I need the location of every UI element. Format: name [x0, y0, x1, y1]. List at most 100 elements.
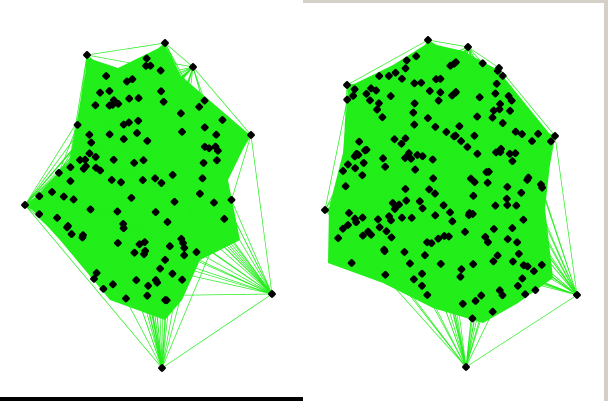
right-graph-node	[497, 145, 505, 153]
right-graph-node	[417, 78, 426, 87]
left-graph-edge	[82, 235, 95, 279]
left-graph-edge	[138, 66, 194, 99]
left-graph-node	[210, 198, 218, 207]
left-graph-edge	[85, 134, 252, 161]
right-graph-edge	[415, 56, 439, 101]
right-graph-node	[490, 225, 498, 233]
left-graph-node	[220, 215, 229, 223]
left-graph-node	[214, 146, 222, 155]
right-graph-edge	[523, 135, 556, 266]
left-graph-edge	[83, 168, 127, 299]
right-graph-node	[382, 227, 391, 236]
right-graph-node	[484, 238, 492, 247]
right-graph-node	[469, 260, 478, 268]
right-graph-node	[464, 43, 472, 51]
right-graph-edge	[420, 82, 578, 296]
left-graph-node	[91, 153, 100, 161]
left-graph-edge	[95, 104, 218, 161]
right-graph-node	[339, 167, 347, 175]
right-graph-node	[385, 72, 393, 80]
right-graph-node	[436, 260, 445, 268]
right-graph-node	[341, 182, 350, 191]
left-graph-node	[143, 291, 152, 300]
right-graph-node	[347, 259, 356, 267]
left-graph-edge	[164, 100, 205, 260]
left-graph-node	[151, 174, 159, 183]
right-graph-node	[388, 199, 397, 207]
right-graph-node	[457, 137, 465, 145]
left-graph-edge	[120, 181, 175, 203]
right-graph-edge	[342, 138, 406, 229]
left-graph-edge	[89, 101, 164, 154]
left-graph-node	[85, 149, 94, 158]
right-graph-node	[425, 87, 434, 95]
right-graph-node	[380, 245, 388, 254]
left-graph-edge	[71, 156, 96, 235]
right-graph-edge	[405, 138, 470, 216]
left-graph-edge	[231, 134, 252, 200]
left-graph-edge	[57, 217, 182, 240]
left-graph-node	[159, 97, 168, 106]
left-graph-edge	[143, 66, 194, 255]
left-graph-node	[156, 66, 165, 75]
left-graph-edge	[90, 177, 203, 210]
left-graph-edge	[86, 54, 147, 67]
right-graph-node	[424, 114, 432, 123]
left-graph-node	[134, 116, 143, 125]
left-graph-node	[138, 176, 147, 184]
right-graph-node	[489, 257, 498, 266]
right-graph-edge	[362, 82, 422, 236]
left-graph-edge	[58, 124, 78, 173]
right-graph-node	[334, 234, 343, 243]
right-graph-node	[429, 174, 438, 183]
right-graph-node	[410, 79, 419, 88]
right-graph-node	[496, 100, 504, 108]
right-graph-edge	[427, 39, 512, 101]
left-graph-node	[189, 63, 197, 71]
left-graph-edge	[82, 202, 215, 236]
right-graph-node	[411, 165, 420, 174]
right-graph-node	[456, 272, 465, 281]
right-graph-node	[457, 265, 466, 274]
left-graph-node	[200, 123, 209, 132]
left-graph-node	[130, 159, 139, 167]
left-graph-node	[135, 240, 144, 249]
right-graph-node	[407, 214, 416, 222]
left-graph-hull-edge	[24, 204, 163, 369]
right-graph-edge	[354, 168, 385, 252]
right-graph-hull-edge	[467, 46, 500, 69]
right-graph-node	[475, 93, 484, 102]
left-graph-node	[156, 264, 164, 273]
right-graph-edge	[347, 99, 517, 206]
right-graph-node	[473, 149, 482, 158]
right-graph-node	[362, 90, 371, 98]
right-graph-edge	[351, 95, 354, 264]
left-graph-edge	[181, 193, 201, 280]
left-graph-node	[66, 163, 75, 172]
left-graph-node	[125, 94, 134, 103]
right-graph-node	[467, 174, 475, 183]
left-graph-node	[123, 77, 131, 86]
left-graph-node	[119, 135, 128, 143]
left-graph-edge	[58, 172, 171, 247]
right-graph-node	[462, 363, 470, 371]
right-graph-edge	[351, 262, 503, 296]
left-graph-edge	[90, 209, 166, 301]
right-graph-edge	[375, 90, 502, 150]
left-graph-edge	[150, 65, 158, 283]
left-graph-edge	[161, 159, 218, 184]
left-graph-node	[198, 174, 207, 183]
left-graph-node	[178, 127, 186, 136]
right-graph-edge	[467, 46, 483, 64]
left-graph-edge	[82, 237, 273, 295]
right-graph-edge	[390, 70, 498, 97]
right-graph-node	[465, 209, 474, 217]
left-graph-edge	[95, 66, 194, 158]
left-graph-node	[168, 171, 177, 179]
left-graph-node	[83, 51, 91, 59]
right-graph-edge	[342, 170, 423, 274]
left-graph-edge	[24, 204, 166, 301]
left-graph-node	[114, 239, 122, 247]
right-graph-node	[505, 149, 514, 158]
right-graph-node	[401, 185, 410, 193]
